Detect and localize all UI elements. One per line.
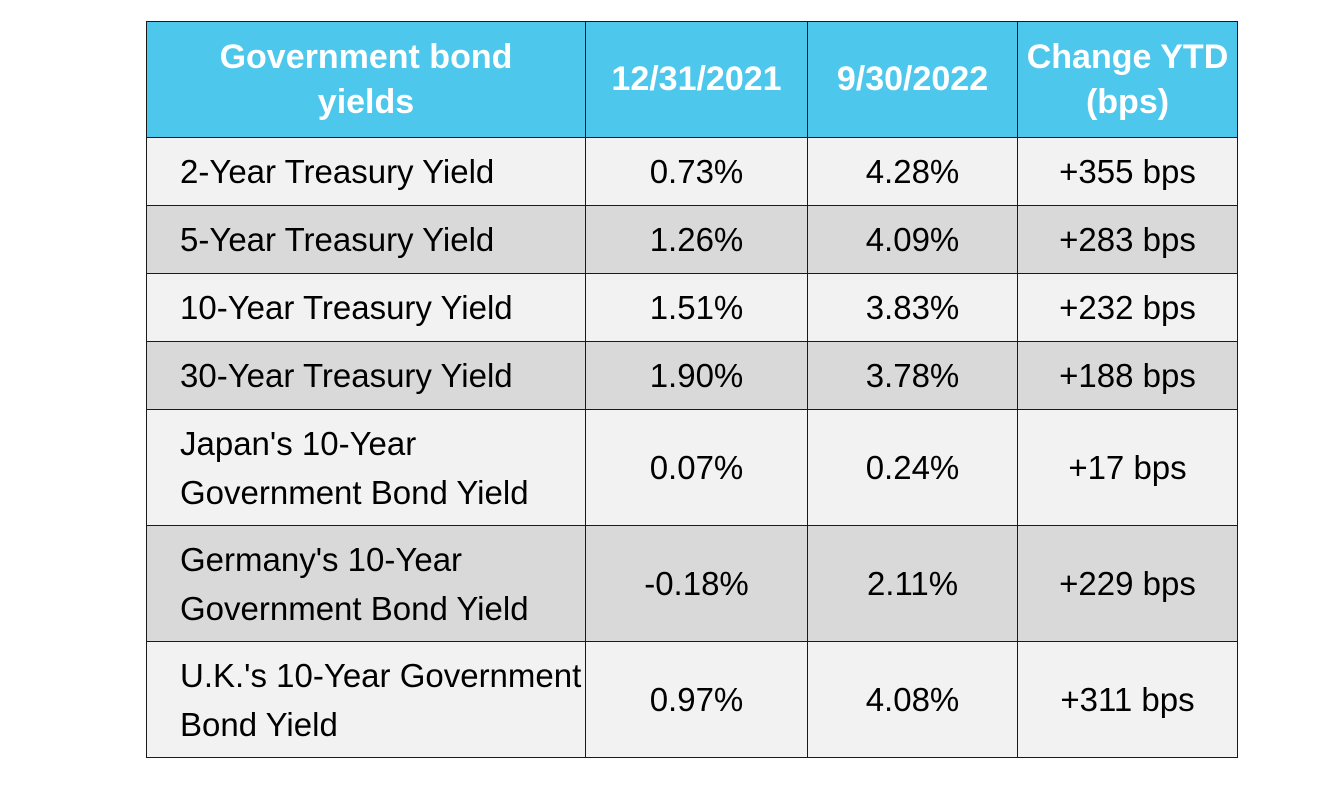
- change-ytd-cell: +229 bps: [1017, 525, 1238, 642]
- change-ytd-cell: +17 bps: [1017, 409, 1238, 526]
- yield-2021-cell: 0.97%: [585, 641, 808, 758]
- header-row: Government bond yields 12/31/2021 9/30/2…: [146, 21, 1238, 138]
- table-row: U.K.'s 10-Year Government Bond Yield 0.97…: [146, 641, 1238, 758]
- header-cell-date-2021: 12/31/2021: [585, 21, 808, 138]
- yield-2021-cell: 0.07%: [585, 409, 808, 526]
- change-ytd-cell: +232 bps: [1017, 273, 1238, 342]
- row-label-cell: Germany's 10-Year Government Bond Yield: [146, 525, 586, 642]
- bond-yields-table-container: Government bond yields 12/31/2021 9/30/2…: [146, 21, 1238, 758]
- yield-2021-cell: 1.26%: [585, 205, 808, 274]
- row-label-cell: U.K.'s 10-Year Government Bond Yield: [146, 641, 586, 758]
- yield-2022-cell: 3.83%: [807, 273, 1018, 342]
- row-label-cell: 2-Year Treasury Yield: [146, 137, 586, 206]
- row-label-cell: 10-Year Treasury Yield: [146, 273, 586, 342]
- yield-2021-cell: 1.90%: [585, 341, 808, 410]
- table-row: 10-Year Treasury Yield 1.51% 3.83% +232 bps: [146, 273, 1238, 342]
- table-row: Germany's 10-Year Government Bond Yield -…: [146, 525, 1238, 642]
- table-row: 2-Year Treasury Yield 0.73% 4.28% +355 bps: [146, 137, 1238, 206]
- header-cell-change: Change YTD (bps): [1017, 21, 1238, 138]
- change-ytd-cell: +311 bps: [1017, 641, 1238, 758]
- row-label-cell: 5-Year Treasury Yield: [146, 205, 586, 274]
- table-header: Government bond yields 12/31/2021 9/30/2…: [146, 21, 1238, 138]
- bond-yields-table: Government bond yields 12/31/2021 9/30/2…: [146, 21, 1238, 758]
- yield-2021-cell: -0.18%: [585, 525, 808, 642]
- yield-2021-cell: 0.73%: [585, 137, 808, 206]
- yield-2022-cell: 4.08%: [807, 641, 1018, 758]
- row-label-cell: Japan's 10-Year Government Bond Yield: [146, 409, 586, 526]
- row-label-cell: 30-Year Treasury Yield: [146, 341, 586, 410]
- table-row: 5-Year Treasury Yield 1.26% 4.09% +283 bps: [146, 205, 1238, 274]
- table-row: 30-Year Treasury Yield 1.90% 3.78% +188 bps: [146, 341, 1238, 410]
- change-ytd-cell: +283 bps: [1017, 205, 1238, 274]
- table-row: Japan's 10-Year Government Bond Yield 0.0…: [146, 409, 1238, 526]
- yield-2022-cell: 0.24%: [807, 409, 1018, 526]
- yield-2022-cell: 3.78%: [807, 341, 1018, 410]
- header-cell-date-2022: 9/30/2022: [807, 21, 1018, 138]
- change-ytd-cell: +355 bps: [1017, 137, 1238, 206]
- yield-2021-cell: 1.51%: [585, 273, 808, 342]
- header-cell-label: Government bond yields: [146, 21, 586, 138]
- yield-2022-cell: 4.28%: [807, 137, 1018, 206]
- change-ytd-cell: +188 bps: [1017, 341, 1238, 410]
- yield-2022-cell: 4.09%: [807, 205, 1018, 274]
- table-body: 2-Year Treasury Yield 0.73% 4.28% +355 bps 5…: [146, 137, 1238, 758]
- yield-2022-cell: 2.11%: [807, 525, 1018, 642]
